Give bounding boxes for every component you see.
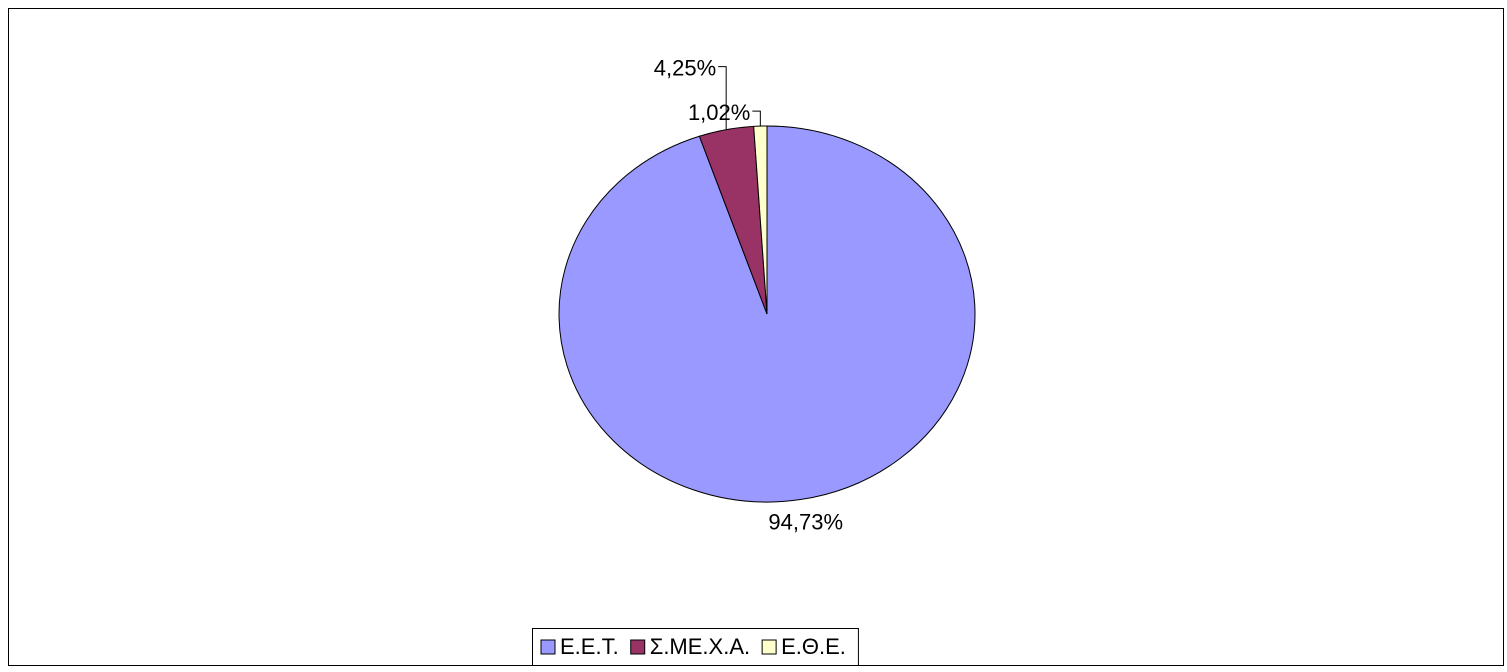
legend-label: Ε.Ε.Τ. xyxy=(560,634,619,659)
pie-slice xyxy=(753,125,768,315)
legend-label: Ε.Θ.Ε. xyxy=(781,634,846,659)
legend-marker xyxy=(761,639,777,655)
legend: Ε.Ε.Τ. Σ.ΜΕ.Χ.Α. Ε.Θ.Ε. xyxy=(532,628,859,666)
legend-box xyxy=(532,628,859,666)
legend-marker xyxy=(630,639,646,655)
data-label: 4,25% xyxy=(654,55,716,80)
legend-label: Σ.ΜΕ.Χ.Α. xyxy=(650,634,750,659)
leader-line xyxy=(752,110,761,127)
leader-line xyxy=(718,66,727,130)
data-label: 1,02% xyxy=(688,100,750,125)
data-label: 94,73% xyxy=(768,509,843,534)
legend-marker xyxy=(540,639,556,655)
